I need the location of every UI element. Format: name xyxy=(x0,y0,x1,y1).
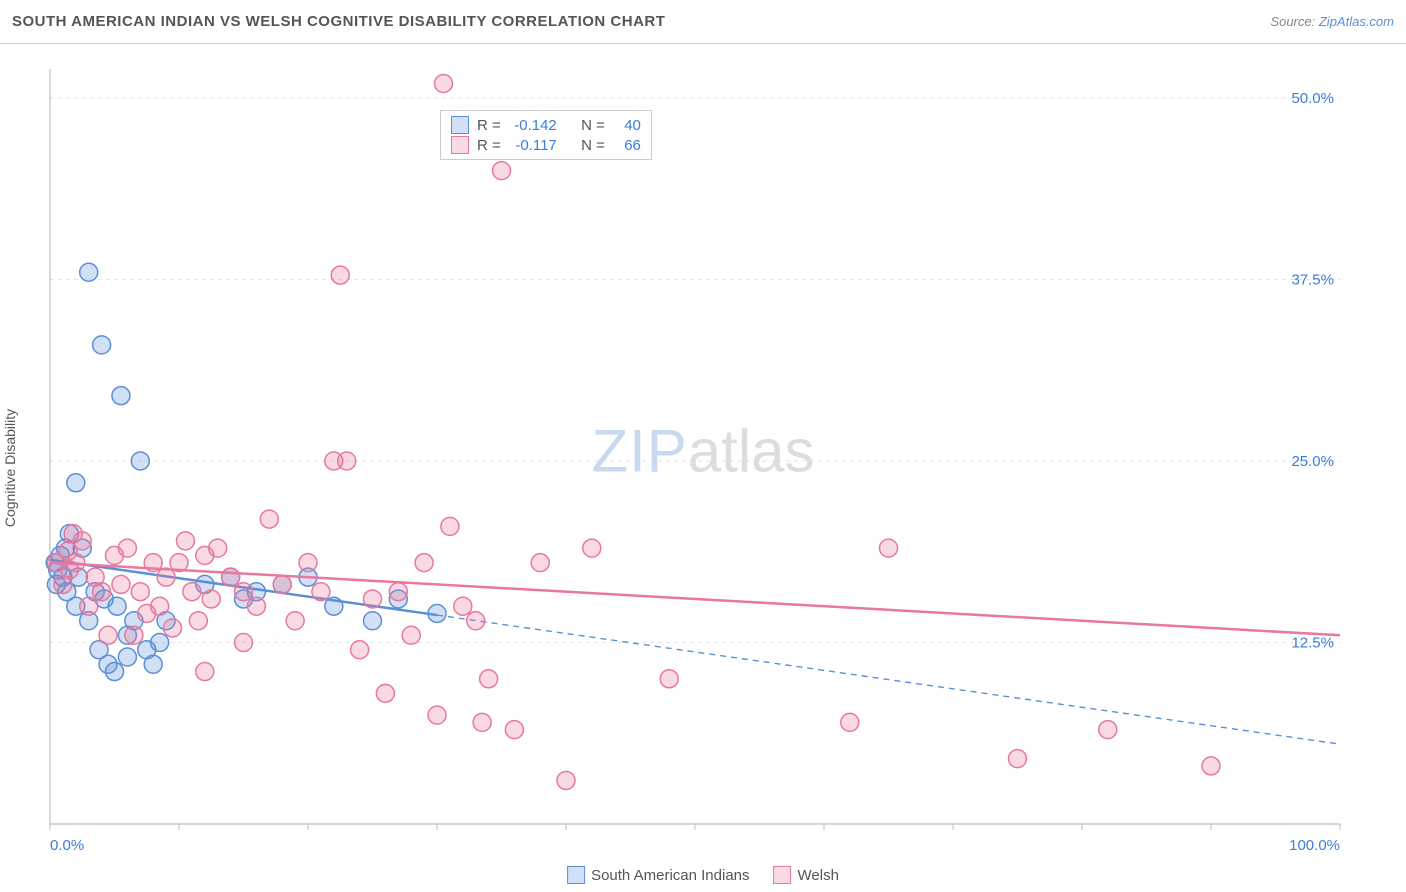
data-point xyxy=(67,474,85,492)
data-point xyxy=(196,663,214,681)
source-label: Source: xyxy=(1270,14,1315,29)
y-tick-label: 50.0% xyxy=(1291,90,1334,107)
data-point xyxy=(467,612,485,630)
n-value: 66 xyxy=(613,137,641,154)
data-point xyxy=(247,597,265,615)
data-point xyxy=(331,266,349,284)
series-legend: South American Indians Welsh xyxy=(567,866,839,884)
n-value: 40 xyxy=(613,117,641,134)
data-point xyxy=(286,612,304,630)
data-point xyxy=(473,713,491,731)
data-point xyxy=(505,721,523,739)
correlation-stats-box: R = -0.142 N = 40 R = -0.117 N = 66 xyxy=(440,110,652,160)
source-text: Source: ZipAtlas.com xyxy=(1270,14,1394,29)
data-point xyxy=(235,583,253,601)
data-point xyxy=(202,590,220,608)
legend-swatch xyxy=(567,866,585,884)
data-point xyxy=(131,583,149,601)
data-point xyxy=(176,532,194,550)
data-point xyxy=(112,387,130,405)
data-point xyxy=(441,517,459,535)
data-point xyxy=(531,554,549,572)
data-point xyxy=(389,583,407,601)
data-point xyxy=(260,510,278,528)
data-point xyxy=(222,568,240,586)
chart-area: Cognitive Disability 12.5% 25.0% 37.5% 50.0… xyxy=(0,44,1406,892)
legend-label: South American Indians xyxy=(591,867,749,884)
data-point xyxy=(376,684,394,702)
r-label: R = xyxy=(477,137,501,154)
legend-swatch xyxy=(774,866,792,884)
data-point xyxy=(125,626,143,644)
data-point xyxy=(880,539,898,557)
y-tick-label: 37.5% xyxy=(1291,272,1334,289)
data-point xyxy=(151,597,169,615)
y-axis-label: Cognitive Disability xyxy=(2,409,18,527)
data-point xyxy=(106,663,124,681)
data-point xyxy=(99,626,117,644)
y-tick-label: 25.0% xyxy=(1291,453,1334,470)
data-point xyxy=(1099,721,1117,739)
legend-item: South American Indians xyxy=(567,866,749,884)
data-point xyxy=(1202,757,1220,775)
trend-line-dashed xyxy=(437,615,1340,744)
data-point xyxy=(144,655,162,673)
data-point xyxy=(164,619,182,637)
data-point xyxy=(364,612,382,630)
legend-label: Welsh xyxy=(798,867,839,884)
data-point xyxy=(583,539,601,557)
data-point xyxy=(841,713,859,731)
r-label: R = xyxy=(477,117,501,134)
data-point xyxy=(402,626,420,644)
source-link[interactable]: ZipAtlas.com xyxy=(1319,14,1394,29)
data-point xyxy=(183,583,201,601)
x-max-label: 100.0% xyxy=(1289,837,1340,854)
n-label: N = xyxy=(581,117,605,134)
data-point xyxy=(209,539,227,557)
n-label: N = xyxy=(581,137,605,154)
stats-row: R = -0.142 N = 40 xyxy=(451,115,641,135)
stats-row: R = -0.117 N = 66 xyxy=(451,135,641,155)
r-value: -0.117 xyxy=(509,137,557,154)
data-point xyxy=(351,641,369,659)
y-tick-label: 12.5% xyxy=(1291,635,1334,652)
data-point xyxy=(93,583,111,601)
data-point xyxy=(493,162,511,180)
data-point xyxy=(118,539,136,557)
data-point xyxy=(93,336,111,354)
data-point xyxy=(454,597,472,615)
data-point xyxy=(660,670,678,688)
data-point xyxy=(312,583,330,601)
data-point xyxy=(118,648,136,666)
data-point xyxy=(108,597,126,615)
scatter-chart: 12.5% 25.0% 37.5% 50.0% 0.0% 100.0% xyxy=(0,44,1406,892)
data-point xyxy=(112,575,130,593)
data-point xyxy=(73,532,91,550)
r-value: -0.142 xyxy=(509,117,557,134)
data-point xyxy=(480,670,498,688)
data-point xyxy=(415,554,433,572)
data-point xyxy=(557,771,575,789)
data-point xyxy=(151,634,169,652)
data-point xyxy=(80,597,98,615)
data-point xyxy=(364,590,382,608)
data-point xyxy=(235,634,253,652)
data-point xyxy=(428,706,446,724)
data-point xyxy=(131,452,149,470)
data-point xyxy=(189,612,207,630)
header-bar: SOUTH AMERICAN INDIAN VS WELSH COGNITIVE… xyxy=(0,0,1406,44)
data-point xyxy=(299,554,317,572)
chart-title: SOUTH AMERICAN INDIAN VS WELSH COGNITIVE… xyxy=(12,13,665,30)
stats-swatch xyxy=(451,136,469,154)
data-point xyxy=(434,75,452,93)
data-point xyxy=(80,263,98,281)
stats-swatch xyxy=(451,116,469,134)
x-min-label: 0.0% xyxy=(50,837,84,854)
data-point xyxy=(1009,750,1027,768)
data-point xyxy=(273,575,291,593)
data-point xyxy=(157,568,175,586)
data-point xyxy=(338,452,356,470)
legend-item: Welsh xyxy=(774,866,839,884)
